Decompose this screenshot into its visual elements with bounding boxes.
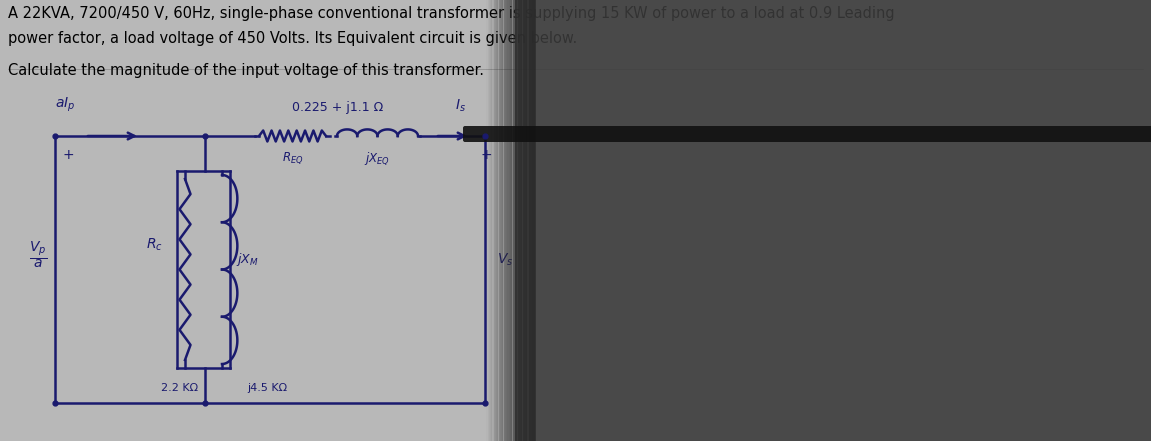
Bar xyxy=(509,0,511,441)
Bar xyxy=(510,0,512,441)
Text: $R_c$: $R_c$ xyxy=(146,236,163,253)
Bar xyxy=(532,0,534,441)
Bar xyxy=(485,0,487,441)
Bar xyxy=(529,0,532,441)
Bar xyxy=(514,0,1151,441)
Bar xyxy=(490,0,493,441)
Bar xyxy=(519,0,521,441)
Bar xyxy=(521,0,524,441)
Bar xyxy=(518,0,520,441)
Bar xyxy=(525,0,527,441)
Text: $aI_p$: $aI_p$ xyxy=(55,96,75,114)
Bar xyxy=(534,0,536,441)
Text: $R_{EQ}$: $R_{EQ}$ xyxy=(282,150,303,166)
Bar xyxy=(491,0,494,441)
Bar xyxy=(526,0,528,441)
Bar xyxy=(489,0,491,441)
Bar xyxy=(496,0,498,441)
Bar xyxy=(528,0,531,441)
Bar xyxy=(523,0,525,441)
Text: A 22KVA, 7200/450 V, 60Hz, single-phase conventional transformer is supplying 15: A 22KVA, 7200/450 V, 60Hz, single-phase … xyxy=(8,6,894,21)
Text: $V_s$: $V_s$ xyxy=(497,251,513,268)
FancyBboxPatch shape xyxy=(463,126,1151,142)
Text: 2.2 KΩ: 2.2 KΩ xyxy=(161,383,199,393)
Bar xyxy=(505,0,508,441)
Text: $jX_M$: $jX_M$ xyxy=(236,251,259,268)
Bar xyxy=(501,0,503,441)
Text: j4.5 KΩ: j4.5 KΩ xyxy=(247,383,287,393)
Text: Calculate the magnitude of the input voltage of this transformer.: Calculate the magnitude of the input vol… xyxy=(8,63,485,78)
Text: +: + xyxy=(62,148,74,162)
Text: power factor, a load voltage of 450 Volts. Its Equivalent circuit is given below: power factor, a load voltage of 450 Volt… xyxy=(8,31,578,46)
Bar xyxy=(494,0,496,441)
Bar xyxy=(498,0,501,441)
Bar xyxy=(493,0,495,441)
Bar xyxy=(527,0,529,441)
Bar xyxy=(533,0,535,441)
Bar xyxy=(503,0,505,441)
Text: $\dfrac{V_p}{a}$: $\dfrac{V_p}{a}$ xyxy=(29,239,47,270)
Text: 0.225 + j1.1 Ω: 0.225 + j1.1 Ω xyxy=(292,101,383,114)
Bar xyxy=(520,0,523,441)
Bar xyxy=(506,0,509,441)
Bar xyxy=(504,0,506,441)
Bar xyxy=(495,0,497,441)
Bar xyxy=(511,0,513,441)
Bar xyxy=(488,0,489,441)
Bar xyxy=(514,0,517,441)
Bar xyxy=(524,0,526,441)
Text: +: + xyxy=(480,148,491,162)
Text: $I_s$: $I_s$ xyxy=(455,97,466,114)
Bar xyxy=(486,0,488,441)
Bar xyxy=(513,0,516,441)
Bar xyxy=(508,0,510,441)
Bar xyxy=(500,0,502,441)
Text: $jX_{EQ}$: $jX_{EQ}$ xyxy=(365,150,390,167)
Bar xyxy=(497,0,500,441)
Bar xyxy=(517,0,518,441)
Bar xyxy=(512,0,514,441)
